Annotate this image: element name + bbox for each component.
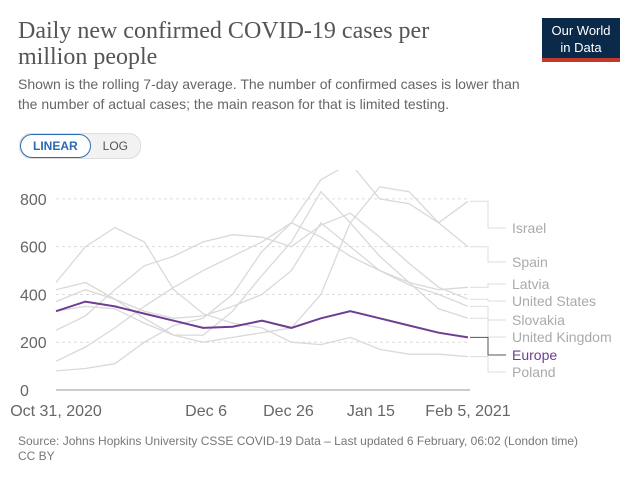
y-tick-label: 600 [20, 240, 47, 257]
series-end-label: United Kingdom [512, 329, 612, 345]
series-line-europe [55, 300, 469, 339]
log-scale-button[interactable]: LOG [102, 139, 129, 153]
label-leader-line [470, 336, 506, 356]
x-tick-label: Jan 15 [347, 403, 395, 420]
series-line-slovakia [55, 221, 469, 319]
label-leader-line [470, 298, 506, 302]
series-line-poland [55, 226, 469, 358]
y-tick-label: 800 [20, 192, 47, 209]
series-end-label: United States [512, 293, 596, 309]
series-end-label: Europe [512, 347, 557, 363]
label-leader-line [470, 356, 506, 373]
x-tick-label: Dec 6 [185, 403, 227, 420]
line-chart: 0 200 400 600 800 Oct 31, 2020 Dec 6 Dec 26 Jan … [10, 170, 612, 420]
x-tick-label: Oct 31, 2020 [10, 403, 102, 420]
logo-line2: in Data [560, 40, 602, 55]
chart-subtitle: Shown is the rolling 7-day average. The … [18, 76, 520, 112]
label-leader-line [470, 200, 506, 229]
series-line-united-kingdom [55, 190, 469, 336]
series-end-label: Slovakia [512, 312, 565, 328]
series-line-latvia [55, 222, 469, 362]
source-note: Source: Johns Hopkins University CSSE CO… [18, 434, 579, 448]
series-end-label: Spain [512, 254, 548, 270]
series-end-label: Poland [512, 364, 556, 380]
y-tick-label: 400 [20, 287, 47, 304]
linear-scale-button[interactable]: LINEAR [20, 134, 91, 158]
label-leader-line [470, 283, 506, 288]
y-tick-label: 200 [20, 335, 47, 352]
series-line-spain [55, 186, 469, 343]
owid-logo[interactable]: Our World in Data [542, 18, 620, 62]
chart-footer: Source: Johns Hopkins University CSSE CO… [18, 434, 608, 464]
label-leader-line [470, 305, 506, 321]
x-tick-label: Feb 5, 2021 [425, 403, 511, 420]
logo-line1: Our World [551, 23, 611, 38]
label-leader-line [470, 246, 506, 263]
series-end-label: Israel [512, 220, 546, 236]
license-note[interactable]: CC BY [18, 449, 55, 463]
y-tick-label: 0 [20, 383, 29, 400]
scale-toggle[interactable]: LINEAR LOG [19, 133, 142, 159]
series-line-united-states [55, 212, 469, 331]
series-end-label: Latvia [512, 276, 550, 292]
x-tick-label: Dec 26 [263, 403, 314, 420]
label-leader-line [470, 317, 506, 338]
chart-title: Daily new confirmed COVID-19 cases per m… [18, 18, 430, 70]
series-line-israel [55, 170, 469, 372]
